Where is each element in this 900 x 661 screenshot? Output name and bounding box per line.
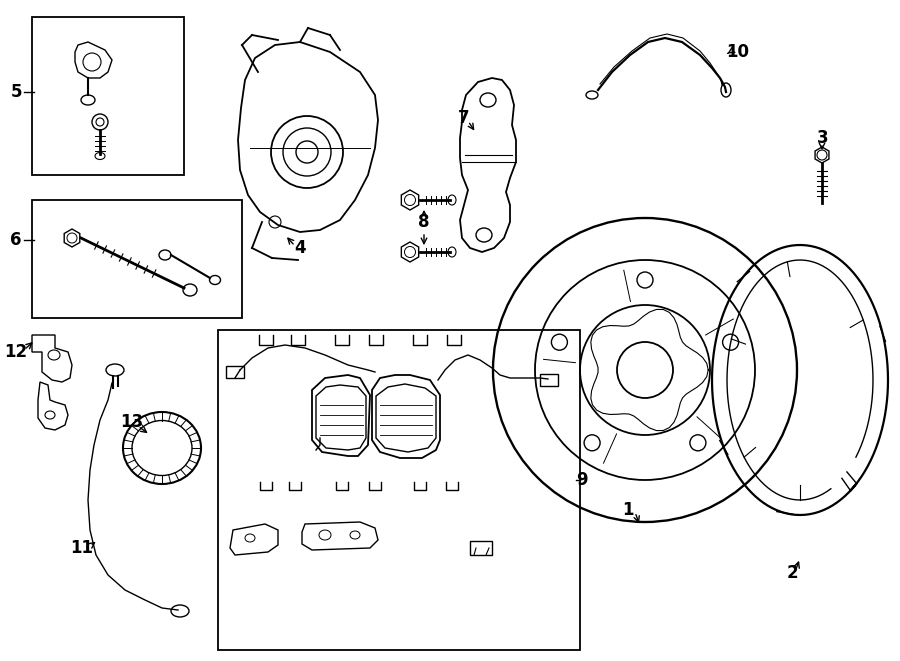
Bar <box>32 17 184 175</box>
Bar <box>218 330 580 650</box>
Text: 7: 7 <box>458 109 470 127</box>
Bar <box>32 200 242 318</box>
Text: 13: 13 <box>121 413 144 431</box>
Text: 1: 1 <box>622 501 634 519</box>
Bar <box>540 374 558 386</box>
Bar <box>470 541 492 555</box>
Bar <box>226 366 244 378</box>
Text: 10: 10 <box>726 43 750 61</box>
Text: 2: 2 <box>787 564 797 582</box>
Text: 12: 12 <box>4 343 28 361</box>
Text: 5: 5 <box>10 83 22 101</box>
Text: 3: 3 <box>817 129 829 147</box>
Text: 11: 11 <box>70 539 94 557</box>
Text: 8: 8 <box>418 213 430 231</box>
Text: 9: 9 <box>576 471 588 489</box>
Text: 4: 4 <box>294 239 306 257</box>
Text: 6: 6 <box>10 231 22 249</box>
